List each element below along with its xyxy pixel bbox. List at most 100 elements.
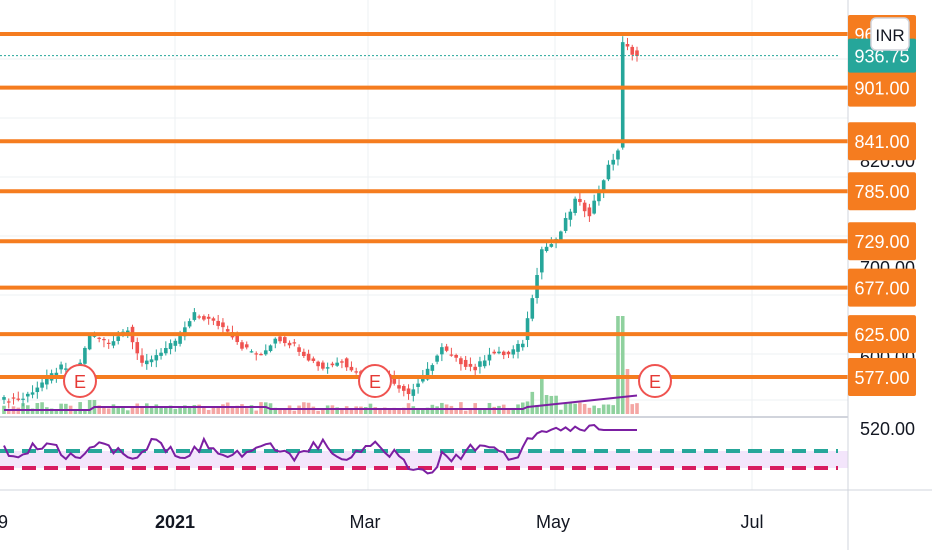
candle-body bbox=[482, 360, 487, 367]
volume-bar bbox=[354, 406, 358, 414]
candle-body bbox=[597, 191, 601, 202]
candle-body bbox=[149, 359, 154, 363]
time-axis[interactable]: 9 2021 Mar May Jul bbox=[0, 512, 764, 532]
candle-body bbox=[611, 159, 616, 165]
volume-bar bbox=[311, 406, 316, 414]
volume-bar bbox=[30, 408, 35, 414]
volume-bar bbox=[492, 406, 497, 414]
candle-body bbox=[287, 342, 292, 346]
price-axis-tick-label: 520.00 bbox=[860, 419, 915, 439]
candle-body bbox=[354, 371, 358, 373]
candle-body bbox=[340, 361, 344, 363]
volume-bar bbox=[482, 408, 487, 414]
candle-body bbox=[492, 351, 497, 354]
earnings-marker[interactable] bbox=[63, 364, 97, 398]
candle-body bbox=[497, 351, 501, 354]
volume-bar bbox=[54, 409, 59, 414]
volume-bar bbox=[102, 406, 106, 414]
candle-body bbox=[435, 355, 439, 362]
volume-bar bbox=[587, 407, 592, 414]
candle-body bbox=[259, 354, 263, 356]
candle-body bbox=[468, 363, 473, 367]
candle-body bbox=[249, 351, 254, 353]
volume-bar bbox=[73, 408, 78, 414]
currency-badge[interactable]: INR bbox=[870, 17, 910, 51]
price-level-label: 901.00 bbox=[854, 79, 909, 99]
volume-bar bbox=[454, 408, 458, 414]
earnings-marker[interactable] bbox=[358, 364, 392, 398]
candle-body bbox=[478, 361, 482, 367]
volume-bar bbox=[530, 391, 535, 414]
candle-body bbox=[183, 327, 187, 337]
volume-bar bbox=[87, 400, 92, 414]
volume-bar bbox=[335, 407, 339, 414]
volume-bar bbox=[197, 404, 201, 414]
volume-histogram bbox=[2, 316, 639, 414]
time-axis-label: Mar bbox=[350, 512, 381, 532]
volume-bar bbox=[435, 406, 439, 414]
candle-body bbox=[6, 401, 11, 403]
candle-body bbox=[487, 354, 492, 361]
candle-body bbox=[440, 347, 444, 355]
earnings-marker-label: E bbox=[74, 372, 86, 392]
candle-body bbox=[568, 211, 573, 220]
candle-body bbox=[520, 343, 525, 348]
volume-bar bbox=[97, 405, 101, 414]
volume-bar bbox=[273, 407, 278, 414]
last-price-text: 936.75 bbox=[854, 47, 909, 67]
volume-bar bbox=[540, 376, 544, 414]
volume-bar bbox=[387, 409, 392, 414]
volume-bar bbox=[597, 408, 601, 414]
candle-body bbox=[454, 354, 458, 358]
volume-bar bbox=[601, 404, 606, 414]
price-level-label: 677.00 bbox=[854, 279, 909, 299]
volume-bar bbox=[244, 408, 249, 414]
candle-body bbox=[40, 382, 44, 388]
earnings-marker[interactable] bbox=[638, 364, 672, 398]
candle-body bbox=[335, 362, 339, 366]
pane-separator bbox=[0, 416, 848, 418]
price-levels bbox=[0, 32, 848, 379]
time-axis-label: 9 bbox=[0, 512, 8, 532]
candle-body bbox=[263, 350, 268, 355]
candle-body bbox=[35, 387, 40, 393]
volume-bar bbox=[573, 403, 577, 414]
volume-bar bbox=[144, 403, 149, 414]
volume-bar bbox=[349, 408, 354, 414]
candle-body bbox=[106, 342, 111, 344]
price-level-label: 625.00 bbox=[854, 325, 909, 345]
volume-bar bbox=[592, 405, 596, 414]
candle-body bbox=[54, 372, 59, 378]
price-level-label: 841.00 bbox=[854, 132, 909, 152]
volume-bar bbox=[202, 406, 206, 414]
volume-bar bbox=[168, 405, 173, 414]
volume-bar bbox=[620, 316, 625, 414]
rsi-line bbox=[3, 423, 637, 475]
candle-body bbox=[111, 341, 116, 346]
price-level-label: 577.00 bbox=[854, 368, 909, 388]
volume-bar bbox=[397, 408, 401, 414]
candle-body bbox=[406, 388, 411, 395]
volume-bar bbox=[344, 406, 349, 414]
candle-body bbox=[325, 367, 330, 369]
candle-body bbox=[202, 316, 206, 320]
volume-bar bbox=[159, 407, 163, 414]
price-level-label-bg bbox=[848, 315, 916, 354]
volume-ma-line bbox=[4, 394, 638, 411]
candle-body bbox=[173, 340, 178, 346]
volume-bar bbox=[235, 405, 240, 414]
candle-body bbox=[311, 358, 316, 361]
volume-bar bbox=[563, 403, 568, 414]
candle-body bbox=[140, 355, 144, 363]
price-level-label-bg bbox=[848, 358, 916, 396]
candle-body bbox=[278, 336, 282, 342]
candle-body bbox=[283, 337, 287, 344]
volume-bar bbox=[178, 407, 182, 414]
volume-bar bbox=[316, 410, 320, 414]
candle-body bbox=[559, 231, 563, 240]
candle-body bbox=[144, 360, 149, 365]
volume-bar bbox=[411, 406, 416, 414]
candle-body bbox=[349, 366, 354, 371]
price-axis[interactable]: 820.00700.00600.00520.00961.00901.00841.… bbox=[848, 15, 916, 439]
